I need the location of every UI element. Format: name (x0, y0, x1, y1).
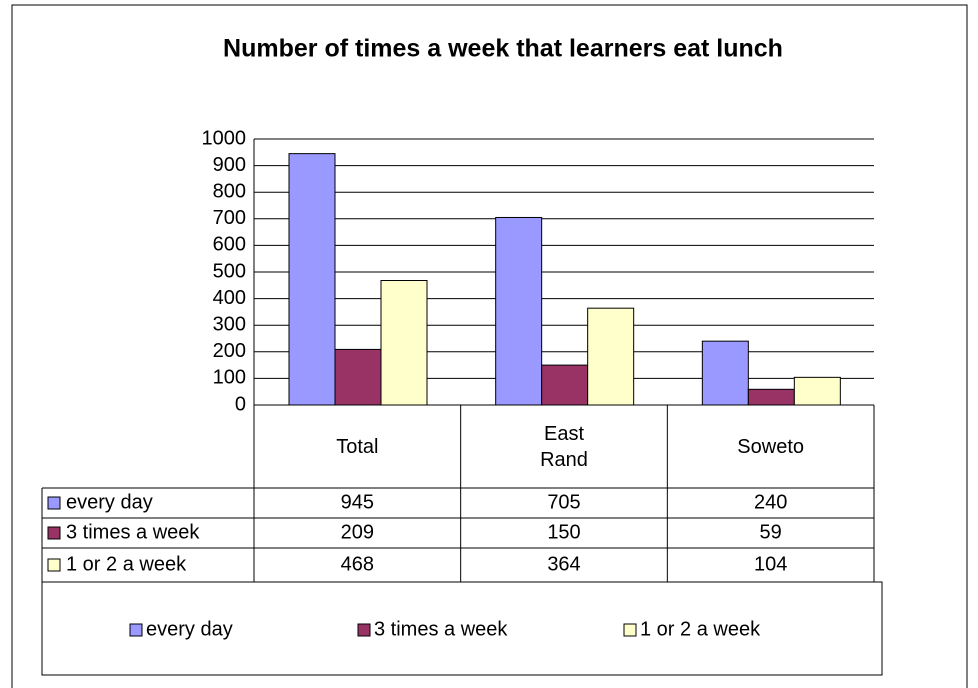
legend-label: 1 or 2 a week (66, 553, 187, 575)
legend-label: every day (66, 491, 153, 513)
legend-label: 1 or 2 a week (640, 618, 761, 640)
x-tick-label: East Rand (540, 422, 588, 471)
table-value: 945 (341, 491, 374, 513)
y-tick-label: 800 (213, 180, 246, 202)
x-tick-label: Total (336, 435, 379, 458)
bar (793, 376, 841, 406)
bar (334, 348, 382, 406)
y-tick-label: 100 (213, 367, 246, 389)
y-tick-label: 0 (235, 393, 246, 415)
table-value: 468 (341, 553, 374, 575)
table-value: 150 (547, 521, 580, 543)
bar (701, 340, 749, 406)
y-tick-label: 200 (213, 340, 246, 362)
legend-label: every day (146, 618, 233, 640)
y-tick-label: 600 (213, 234, 246, 256)
bar (288, 153, 336, 406)
legend-label: 3 times a week (374, 618, 508, 640)
table-value: 705 (547, 491, 580, 513)
chart-border (11, 4, 968, 688)
legend-box (41, 581, 883, 676)
table-value: 240 (754, 491, 787, 513)
y-tick-label: 1000 (202, 127, 247, 149)
bar (541, 364, 589, 406)
bar (380, 280, 428, 406)
bar (747, 388, 795, 406)
chart-title: Number of times a week that learners eat… (223, 35, 783, 63)
y-tick-label: 300 (213, 313, 246, 335)
table-value: 59 (760, 521, 782, 543)
legend-swatch (623, 623, 637, 637)
legend-swatch (129, 623, 143, 637)
y-tick-label: 700 (213, 207, 246, 229)
bar (587, 307, 635, 406)
legend-swatch (47, 558, 61, 572)
bar (495, 216, 543, 406)
table-value: 364 (547, 553, 580, 575)
legend-swatch (357, 623, 371, 637)
table-value: 104 (754, 553, 787, 575)
y-tick-label: 500 (213, 260, 246, 282)
y-tick-label: 900 (213, 154, 246, 176)
y-tick-label: 400 (213, 287, 246, 309)
legend-label: 3 times a week (66, 521, 200, 543)
x-tick-label: Soweto (737, 435, 805, 458)
legend-swatch (47, 526, 61, 540)
legend-swatch (47, 496, 61, 510)
table-value: 209 (341, 521, 374, 543)
